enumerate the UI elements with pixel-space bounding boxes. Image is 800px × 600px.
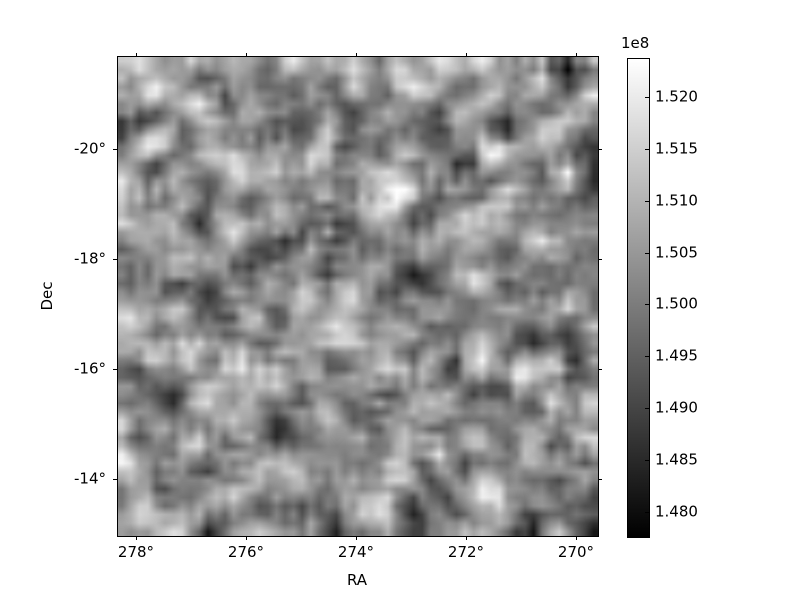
colorbar-tick-label: 1.500 [655,294,698,313]
colorbar-tick-mark [645,201,649,202]
y-tick-mark [113,149,117,150]
y-tick-mark-right [598,479,602,480]
colorbar-tick-label: 1.515 [655,139,698,158]
colorbar-tick-mark [645,97,649,98]
y-tick-label: -16° [74,359,106,378]
y-tick-label: -18° [74,249,106,268]
colorbar-tick-mark [645,408,649,409]
colorbar-offset-text: 1e8 [621,34,650,52]
x-tick-mark [246,536,247,540]
x-tick-mark-top [466,53,467,57]
sky-map-axes[interactable] [117,56,599,537]
x-tick-mark-top [356,53,357,57]
colorbar-gradient [628,59,649,537]
x-tick-label: 274° [337,543,375,561]
colorbar-tick-label: 1.485 [655,450,698,469]
x-tick-mark [356,536,357,540]
x-tick-mark [576,536,577,540]
x-tick-label: 270° [557,543,595,561]
y-tick-mark-right [598,149,602,150]
sky-image [118,57,598,536]
y-axis-label: Dec [38,281,56,311]
colorbar-tick-label: 1.510 [655,191,698,210]
colorbar-tick-mark [645,460,649,461]
colorbar-tick-mark [645,512,649,513]
y-tick-mark-right [598,369,602,370]
y-tick-mark [113,369,117,370]
x-axis-label: RA [346,571,368,589]
y-tick-mark-right [598,259,602,260]
x-tick-mark-top [246,53,247,57]
y-tick-mark [113,479,117,480]
y-tick-label: -20° [74,139,106,158]
colorbar-tick-mark [645,253,649,254]
colorbar-tick-label: 1.520 [655,87,698,106]
x-tick-mark [466,536,467,540]
colorbar-tick-label: 1.495 [655,346,698,365]
x-tick-label: 276° [227,543,265,561]
x-tick-mark-top [136,53,137,57]
x-tick-label: 278° [117,543,155,561]
colorbar-tick-mark [645,356,649,357]
x-tick-label: 272° [447,543,485,561]
x-tick-mark-top [576,53,577,57]
colorbar-tick-label: 1.490 [655,398,698,417]
x-tick-mark [136,536,137,540]
colorbar-tick-mark [645,304,649,305]
colorbar[interactable] [627,58,650,538]
y-tick-label: -14° [74,469,106,488]
colorbar-tick-mark [645,149,649,150]
colorbar-tick-label: 1.505 [655,243,698,262]
colorbar-tick-label: 1.480 [655,502,698,521]
y-tick-mark [113,259,117,260]
